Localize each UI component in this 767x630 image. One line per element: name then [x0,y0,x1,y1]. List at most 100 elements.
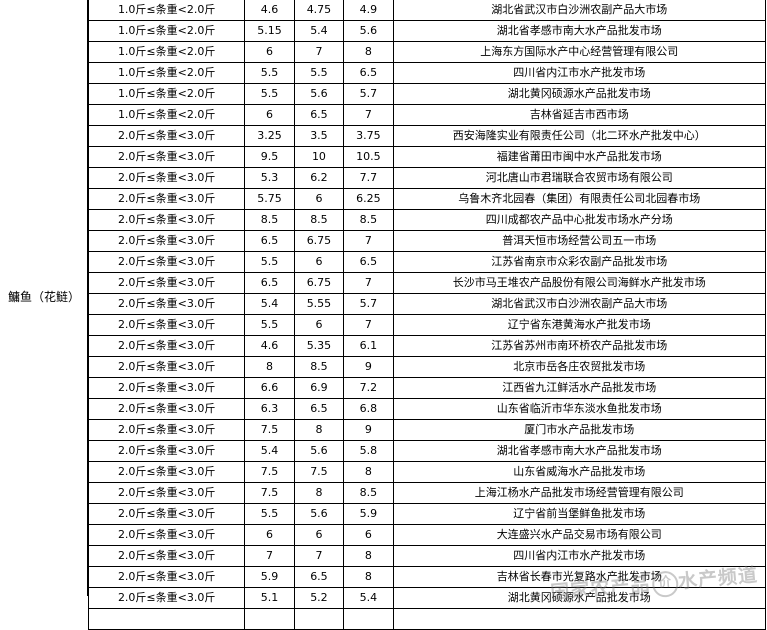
row-avg-price: 4.75 [293,0,345,21]
table-row: 1.0斤≤条重<2.0斤 5.5 5.5 6.5 四川省内江市水产批发市场 [87,62,767,84]
row-market-name [392,608,767,630]
table-row: 2.0斤≤条重<3.0斤 5.5 6 6.5 江苏省南京市众彩农副产品批发市场 [87,251,767,273]
row-spec: 2.0斤≤条重<3.0斤 [87,146,246,168]
table-row: 2.0斤≤条重<3.0斤 6.5 6.75 7 普洱天恒市场经营公司五一市场 [87,230,767,252]
row-market-name: 江苏省苏州市南环桥农产品批发市场 [392,335,767,357]
table-row: 2.0斤≤条重<3.0斤 7.5 7.5 8 山东省威海水产品批发市场 [87,461,767,483]
table-row: 2.0斤≤条重<3.0斤 5.4 5.55 5.7 湖北省武汉市白沙洲农副产品大市场 [87,293,767,315]
table-row: 1.0斤≤条重<2.0斤 6 7 8 上海东方国际水产中心经营管理有限公司 [87,41,767,63]
table-row: 1.0斤≤条重<2.0斤 5.15 5.4 5.6 湖北省孝感市南大水产品批发市场 [87,20,767,42]
row-spec: 2.0斤≤条重<3.0斤 [87,272,246,294]
table-row: 2.0斤≤条重<3.0斤 7 7 8 四川省内江市水产批发市场 [87,545,767,567]
row-spec: 2.0斤≤条重<3.0斤 [87,587,246,609]
row-spec: 2.0斤≤条重<3.0斤 [87,167,246,189]
row-market-name: 四川成都农产品中心批发市场水产分场 [392,209,767,231]
row-avg-price: 6.75 [293,230,345,252]
row-high-price: 8.5 [343,482,394,504]
row-market-name: 湖北黄冈硕源水产品批发市场 [392,587,767,609]
row-spec: 1.0斤≤条重<2.0斤 [87,104,246,126]
table-row: 2.0斤≤条重<3.0斤 3.25 3.5 3.75 西安海隆实业有限责任公司（北二环水… [87,125,767,147]
price-table: 1.0斤≤条重<2.0斤 4.6 4.75 4.9 湖北省武汉市白沙洲农副产品大市场 1.… [87,0,767,630]
row-spec: 2.0斤≤条重<3.0斤 [87,503,246,525]
table-row: 2.0斤≤条重<3.0斤 8 8.5 9 北京市岳各庄农贸批发市场 [87,356,767,378]
table-row: 1.0斤≤条重<2.0斤 4.6 4.75 4.9 湖北省武汉市白沙洲农副产品大市场 [87,0,767,21]
row-spec: 1.0斤≤条重<2.0斤 [87,0,246,21]
row-high-price: 6.5 [343,62,394,84]
product-name-label: 鳙鱼（花鲢） [7,290,80,304]
table-row: 2.0斤≤条重<3.0斤 5.1 5.2 5.4 湖北黄冈硕源水产品批发市场 [87,587,767,609]
row-low-price: 7 [244,545,295,567]
row-spec: 2.0斤≤条重<3.0斤 [87,251,246,273]
row-spec: 2.0斤≤条重<3.0斤 [87,566,246,588]
row-market-name: 北京市岳各庄农贸批发市场 [392,356,767,378]
row-avg-price: 8 [293,419,345,441]
row-high-price: 7 [343,230,394,252]
row-low-price: 6.3 [244,398,295,420]
row-low-price: 4.6 [244,0,295,21]
row-avg-price: 7.5 [293,461,345,483]
row-market-name: 山东省威海水产品批发市场 [392,461,767,483]
row-spec: 2.0斤≤条重<3.0斤 [87,419,246,441]
row-high-price: 5.4 [343,587,394,609]
row-avg-price: 5.2 [293,587,345,609]
row-avg-price: 6.2 [293,167,345,189]
row-low-price: 7.5 [244,461,295,483]
row-high-price: 5.7 [343,293,394,315]
table-row: 2.0斤≤条重<3.0斤 6.3 6.5 6.8 山东省临沂市华东淡水鱼批发市场 [87,398,767,420]
row-avg-price: 6 [293,188,345,210]
row-spec: 2.0斤≤条重<3.0斤 [87,293,246,315]
table-row: 2.0斤≤条重<3.0斤 5.75 6 6.25 乌鲁木齐北园春（集团）有限责任公司北园… [87,188,767,210]
row-low-price: 5.5 [244,314,295,336]
row-high-price [343,608,394,630]
row-low-price: 5.5 [244,62,295,84]
product-name-cell: 鳙鱼（花鲢） [0,0,88,596]
table-row: 2.0斤≤条重<3.0斤 7.5 8 8.5 上海江杨水产品批发市场经营管理有限公司 [87,482,767,504]
row-spec: 2.0斤≤条重<3.0斤 [87,461,246,483]
row-high-price: 6.1 [343,335,394,357]
row-spec [87,608,246,630]
row-low-price: 5.5 [244,83,295,105]
price-table-body: 1.0斤≤条重<2.0斤 4.6 4.75 4.9 湖北省武汉市白沙洲农副产品大市场 1.… [87,0,767,630]
row-avg-price: 8 [293,482,345,504]
table-row: 2.0斤≤条重<3.0斤 5.5 5.6 5.9 辽宁省前当堡鲜鱼批发市场 [87,503,767,525]
row-avg-price: 6 [293,524,345,546]
row-avg-price: 7 [293,545,345,567]
row-high-price: 7.2 [343,377,394,399]
row-high-price: 8 [343,41,394,63]
row-avg-price: 5.5 [293,62,345,84]
row-low-price: 8.5 [244,209,295,231]
row-high-price: 8 [343,566,394,588]
row-spec: 2.0斤≤条重<3.0斤 [87,377,246,399]
row-market-name: 湖北省武汉市白沙洲农副产品大市场 [392,0,767,21]
row-market-name: 大连盛兴水产品交易市场有限公司 [392,524,767,546]
row-high-price: 5.9 [343,503,394,525]
row-high-price: 8 [343,461,394,483]
row-high-price: 7.7 [343,167,394,189]
row-high-price: 8 [343,545,394,567]
row-avg-price: 6 [293,314,345,336]
row-low-price: 6.5 [244,272,295,294]
row-spec: 1.0斤≤条重<2.0斤 [87,62,246,84]
row-market-name: 河北唐山市君瑞联合农贸市场有限公司 [392,167,767,189]
row-high-price: 7 [343,104,394,126]
table-row: 2.0斤≤条重<3.0斤 5.3 6.2 7.7 河北唐山市君瑞联合农贸市场有限公司 [87,167,767,189]
row-low-price: 6 [244,524,295,546]
row-market-name: 上海江杨水产品批发市场经营管理有限公司 [392,482,767,504]
row-low-price: 5.3 [244,167,295,189]
row-avg-price: 5.6 [293,440,345,462]
row-low-price: 6.6 [244,377,295,399]
table-row: 2.0斤≤条重<3.0斤 6 6 6 大连盛兴水产品交易市场有限公司 [87,524,767,546]
row-low-price: 7.5 [244,482,295,504]
row-low-price: 6 [244,41,295,63]
row-market-name: 山东省临沂市华东淡水鱼批发市场 [392,398,767,420]
row-low-price: 3.25 [244,125,295,147]
row-spec: 2.0斤≤条重<3.0斤 [87,356,246,378]
row-market-name: 厦门市水产品批发市场 [392,419,767,441]
row-high-price: 7 [343,314,394,336]
row-low-price: 8 [244,356,295,378]
table-row: 2.0斤≤条重<3.0斤 7.5 8 9 厦门市水产品批发市场 [87,419,767,441]
row-market-name: 四川省内江市水产批发市场 [392,62,767,84]
row-avg-price: 5.4 [293,20,345,42]
row-low-price: 9.5 [244,146,295,168]
